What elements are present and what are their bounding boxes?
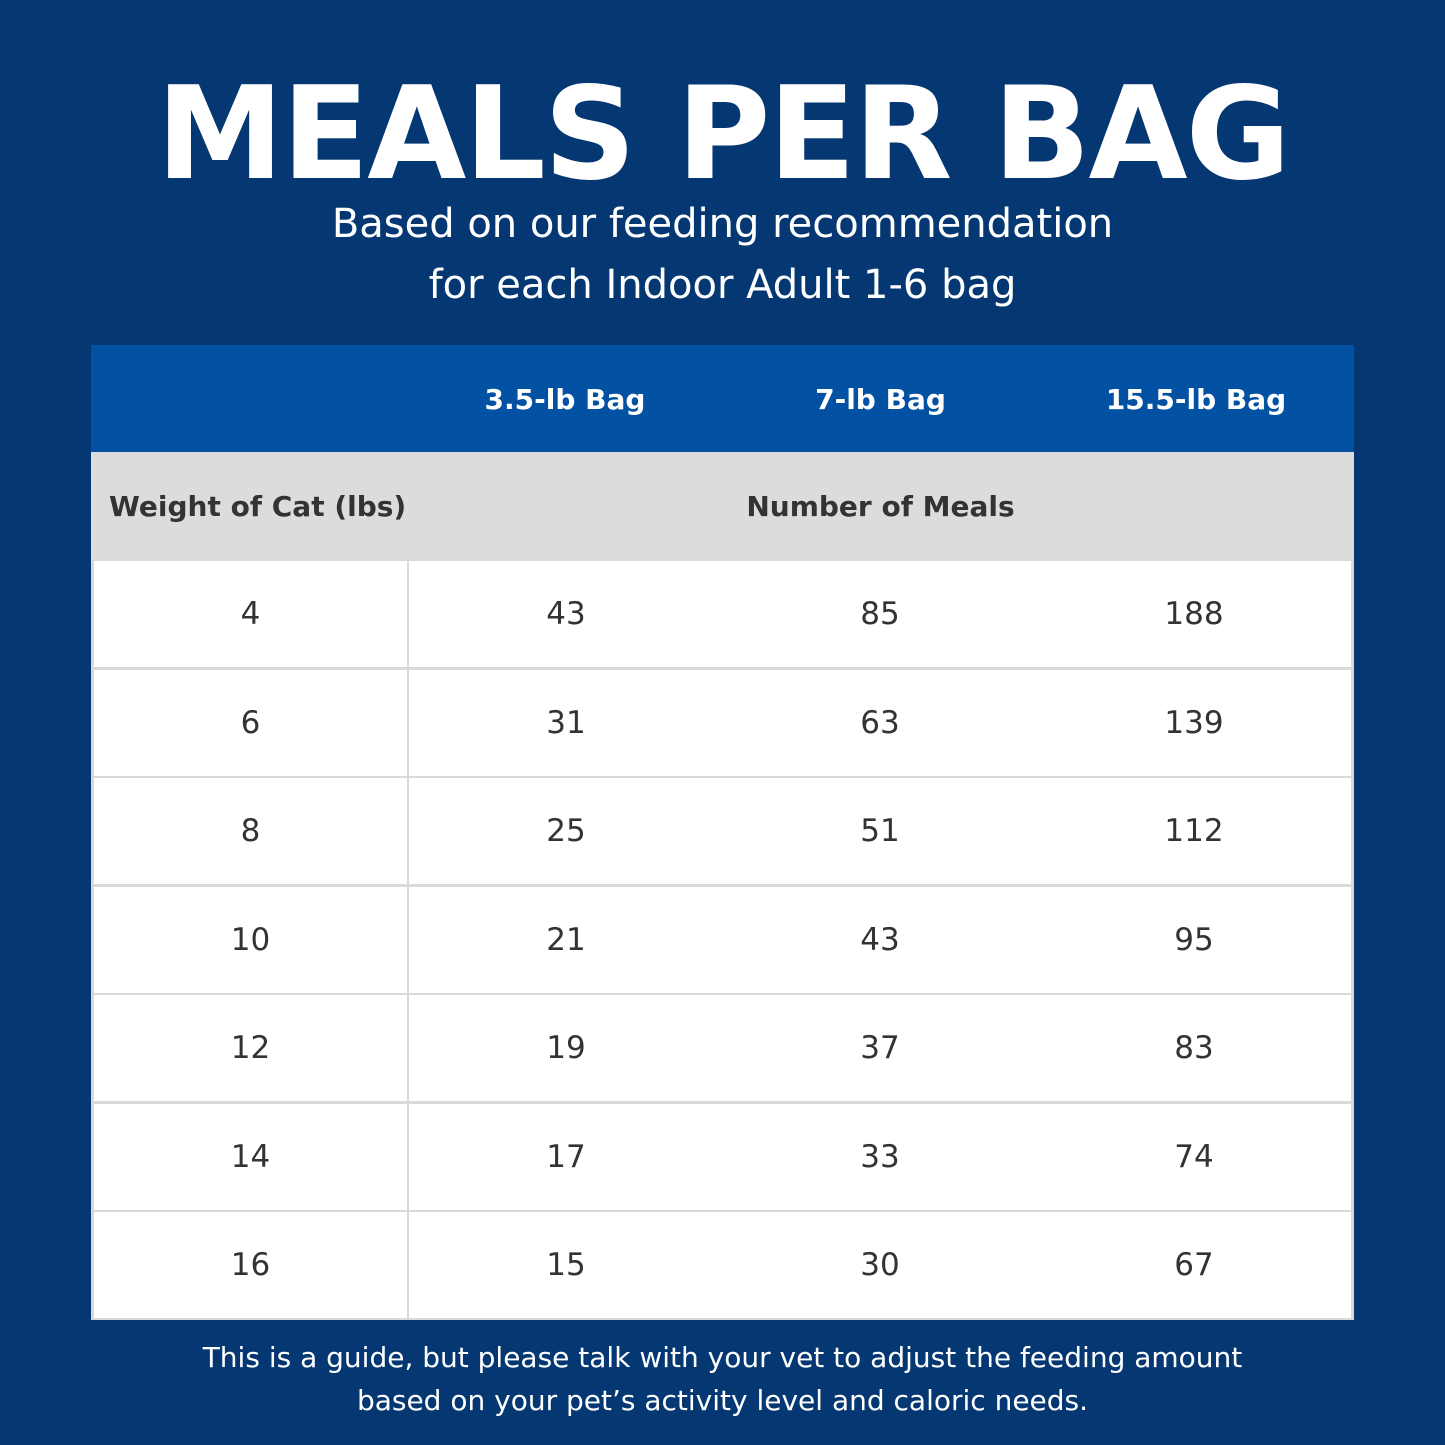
meals-3-5lb-cell: 21 <box>409 886 723 993</box>
meals-3-5lb-cell: 15 <box>409 1212 723 1318</box>
page-title: MEALS PER BAG <box>156 60 1290 209</box>
header-cell-7lb: 7-lb Bag <box>815 383 946 416</box>
table-row: 12 19 37 83 <box>94 995 1351 1101</box>
subheader-row: Weight of Cat (lbs) Number of Meals <box>91 452 1354 559</box>
header-cell-15-5lb: 15.5-lb Bag <box>1105 383 1287 416</box>
meals-7lb-cell: 43 <box>723 886 1037 993</box>
cat-weight-cell: 10 <box>94 886 407 993</box>
table-row: 14 17 33 74 <box>94 1103 1351 1210</box>
meals-7lb-cell: 37 <box>723 995 1037 1101</box>
cat-weight-cell: 8 <box>94 778 407 884</box>
table-row: 8 25 51 112 <box>94 778 1351 884</box>
meals-15-5lb-cell: 74 <box>1037 1103 1351 1210</box>
meals-3-5lb-cell: 25 <box>409 778 723 884</box>
table-row: 16 15 30 67 <box>94 1212 1351 1318</box>
meals-15-5lb-cell: 67 <box>1037 1212 1351 1318</box>
meals-3-5lb-cell: 19 <box>409 995 723 1101</box>
meals-3-5lb-cell: 17 <box>409 1103 723 1210</box>
meals-3-5lb-cell: 31 <box>409 669 723 776</box>
table-row: 6 31 63 139 <box>94 669 1351 776</box>
table-body: 4 43 85 188 6 31 63 139 8 25 51 112 10 2… <box>94 561 1351 1318</box>
meals-15-5lb-cell: 95 <box>1037 886 1351 993</box>
cat-weight-cell: 14 <box>94 1103 407 1210</box>
cat-weight-cell: 12 <box>94 995 407 1101</box>
weight-of-cat-label: Weight of Cat (lbs) <box>109 490 407 523</box>
meals-15-5lb-cell: 83 <box>1037 995 1351 1101</box>
meals-7lb-cell: 30 <box>723 1212 1037 1318</box>
meals-7lb-cell: 51 <box>723 778 1037 884</box>
header-cell-empty <box>91 345 407 452</box>
meals-7lb-cell: 63 <box>723 669 1037 776</box>
meals-15-5lb-cell: 139 <box>1037 669 1351 776</box>
meals-table: 3.5-lb Bag 7-lb Bag 15.5-lb Bag Weight o… <box>91 345 1354 1320</box>
number-of-meals-label: Number of Meals <box>746 490 1015 523</box>
cat-weight-cell: 16 <box>94 1212 407 1318</box>
table-row: 10 21 43 95 <box>94 886 1351 993</box>
subtitle-line-1: Based on our feeding recommendation <box>331 201 1114 247</box>
meals-15-5lb-cell: 188 <box>1037 561 1351 667</box>
bag-size-header-row: 3.5-lb Bag 7-lb Bag 15.5-lb Bag <box>91 345 1354 452</box>
subtitle-line-2: for each Indoor Adult 1-6 bag <box>428 262 1017 308</box>
cat-weight-cell: 6 <box>94 669 407 776</box>
disclaimer-line-1: This is a guide, but please talk with yo… <box>202 1341 1243 1374</box>
table-row: 4 43 85 188 <box>94 561 1351 667</box>
subtitle: Based on our feeding recommendation for … <box>0 194 1445 316</box>
meals-3-5lb-cell: 43 <box>409 561 723 667</box>
header-cell-3-5lb: 3.5-lb Bag <box>484 383 646 416</box>
cat-weight-cell: 4 <box>94 561 407 667</box>
disclaimer-line-2: based on your pet’s activity level and c… <box>356 1384 1089 1417</box>
meals-7lb-cell: 33 <box>723 1103 1037 1210</box>
meals-15-5lb-cell: 112 <box>1037 778 1351 884</box>
meals-7lb-cell: 85 <box>723 561 1037 667</box>
disclaimer: This is a guide, but please talk with yo… <box>0 1336 1445 1422</box>
